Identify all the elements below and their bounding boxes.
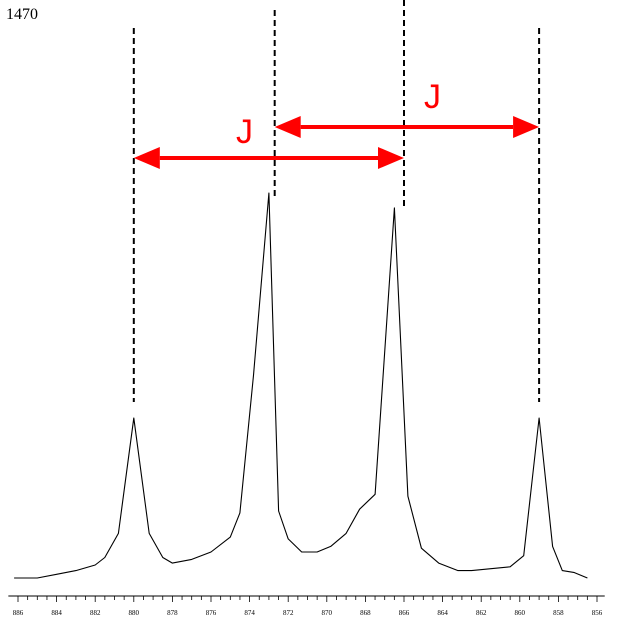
corner-label: 1470 (6, 6, 38, 23)
tick-label-870: 870 (322, 609, 333, 617)
tick-label-860: 860 (515, 609, 526, 617)
spectrum-line-0 (14, 192, 588, 579)
tick-label-862: 862 (476, 609, 487, 617)
arrow-head-left (274, 116, 301, 138)
tick-label-878: 878 (167, 609, 178, 617)
tick-label-872: 872 (283, 609, 294, 617)
coupling-arrow-0: J (133, 113, 404, 169)
coupling-arrows: JJ (133, 78, 540, 169)
arrow-head-right (513, 116, 540, 138)
coupling-arrow-1: J (274, 78, 540, 138)
spectrum-plot (14, 192, 588, 579)
tick-label-856: 856 (592, 609, 603, 617)
arrow-head-right (378, 147, 404, 169)
x-axis: 886 884 882 880 878 876 874 872 870 868 866 864 862 8… (8, 595, 605, 617)
tick-label-864: 864 (437, 609, 448, 617)
tick-label-884: 884 (51, 609, 62, 617)
coupling-label: J (236, 113, 253, 151)
tick-label-886: 886 (13, 609, 24, 617)
arrow-head-left (133, 147, 160, 169)
tick-label-882: 882 (90, 609, 101, 617)
tick-label-868: 868 (360, 609, 371, 617)
coupling-label: J (424, 78, 441, 116)
tick-label-866: 866 (399, 609, 410, 617)
tick-label-876: 876 (206, 609, 217, 617)
tick-label-874: 874 (244, 609, 255, 617)
tick-label-880: 880 (129, 609, 140, 617)
tick-label-858: 858 (553, 609, 564, 617)
guide-lines (132, 0, 541, 402)
